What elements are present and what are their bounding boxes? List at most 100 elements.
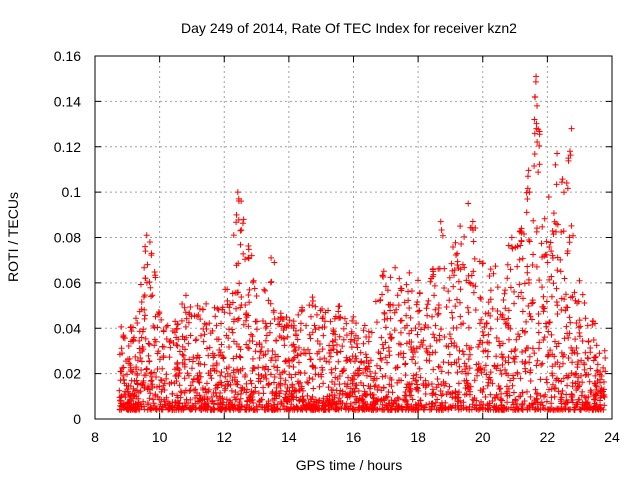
data-point xyxy=(120,372,127,379)
data-point xyxy=(546,276,553,283)
data-point xyxy=(248,388,255,395)
data-point xyxy=(152,392,159,399)
data-point xyxy=(450,283,457,290)
data-point xyxy=(403,322,410,329)
data-point xyxy=(282,377,289,384)
data-point xyxy=(465,200,472,207)
data-point xyxy=(246,403,253,410)
data-point xyxy=(388,335,395,342)
data-point xyxy=(516,281,523,288)
data-point xyxy=(375,349,382,356)
data-point xyxy=(577,406,584,413)
data-point xyxy=(146,341,153,348)
data-point xyxy=(560,405,567,412)
data-point xyxy=(161,380,168,387)
data-point xyxy=(203,321,210,328)
data-point xyxy=(452,239,459,246)
data-point xyxy=(334,375,341,382)
data-point xyxy=(319,305,326,312)
data-point xyxy=(131,392,138,399)
data-point xyxy=(406,338,413,345)
data-point xyxy=(410,345,417,352)
data-point xyxy=(325,406,332,413)
data-point xyxy=(591,380,598,387)
data-point xyxy=(290,363,297,370)
data-point xyxy=(173,334,180,341)
data-point xyxy=(391,327,398,334)
data-point xyxy=(389,403,396,410)
data-point xyxy=(422,377,429,384)
data-point xyxy=(143,279,150,286)
data-point xyxy=(433,337,440,344)
data-point xyxy=(572,403,579,410)
data-point xyxy=(262,287,269,294)
data-point xyxy=(529,299,536,306)
data-point xyxy=(328,366,335,373)
data-point xyxy=(318,373,325,380)
data-point xyxy=(343,383,350,390)
data-point xyxy=(218,341,225,348)
data-point xyxy=(563,323,570,330)
data-point xyxy=(391,309,398,316)
data-point xyxy=(203,300,210,307)
data-point xyxy=(558,306,565,313)
data-point xyxy=(307,313,314,320)
data-point xyxy=(479,339,486,346)
data-point xyxy=(183,396,190,403)
data-point xyxy=(353,395,360,402)
data-point xyxy=(357,349,364,356)
data-point xyxy=(365,338,372,345)
data-point xyxy=(394,394,401,401)
data-point xyxy=(343,400,350,407)
data-point xyxy=(465,356,472,363)
data-point xyxy=(387,406,394,413)
data-point xyxy=(487,369,494,376)
data-point xyxy=(187,332,194,339)
data-point xyxy=(184,370,191,377)
data-point xyxy=(204,406,211,413)
data-point xyxy=(405,297,412,304)
data-point xyxy=(261,406,268,413)
data-point xyxy=(314,337,321,344)
data-point xyxy=(406,269,413,276)
data-point xyxy=(379,291,386,298)
data-point xyxy=(557,268,564,275)
data-point xyxy=(148,293,155,300)
data-point xyxy=(477,387,484,394)
data-point xyxy=(457,286,464,293)
data-point xyxy=(138,334,145,341)
data-point xyxy=(568,396,575,403)
data-point xyxy=(316,340,323,347)
data-point xyxy=(415,308,422,315)
x-tick-label: 14 xyxy=(281,429,297,445)
data-point xyxy=(340,325,347,332)
data-point xyxy=(309,294,316,301)
data-point xyxy=(408,356,415,363)
data-point xyxy=(182,309,189,316)
data-point xyxy=(325,307,332,314)
data-point xyxy=(353,320,360,327)
data-point xyxy=(384,393,391,400)
data-point xyxy=(195,311,202,318)
data-point xyxy=(423,357,430,364)
data-point xyxy=(244,312,251,319)
data-point xyxy=(132,400,139,407)
data-point xyxy=(272,351,279,358)
data-point xyxy=(128,397,135,404)
data-point xyxy=(434,311,441,318)
data-point xyxy=(352,370,359,377)
data-point xyxy=(325,384,332,391)
data-point xyxy=(462,370,469,377)
data-point xyxy=(516,228,523,235)
data-point xyxy=(406,386,413,393)
data-point xyxy=(251,406,258,413)
data-point xyxy=(121,405,128,412)
data-point xyxy=(392,264,399,271)
data-point xyxy=(268,254,275,261)
x-tick-label: 12 xyxy=(216,429,232,445)
data-point xyxy=(370,391,377,398)
data-point xyxy=(186,311,193,318)
data-point xyxy=(190,387,197,394)
data-point xyxy=(159,365,166,372)
data-point xyxy=(601,347,608,354)
